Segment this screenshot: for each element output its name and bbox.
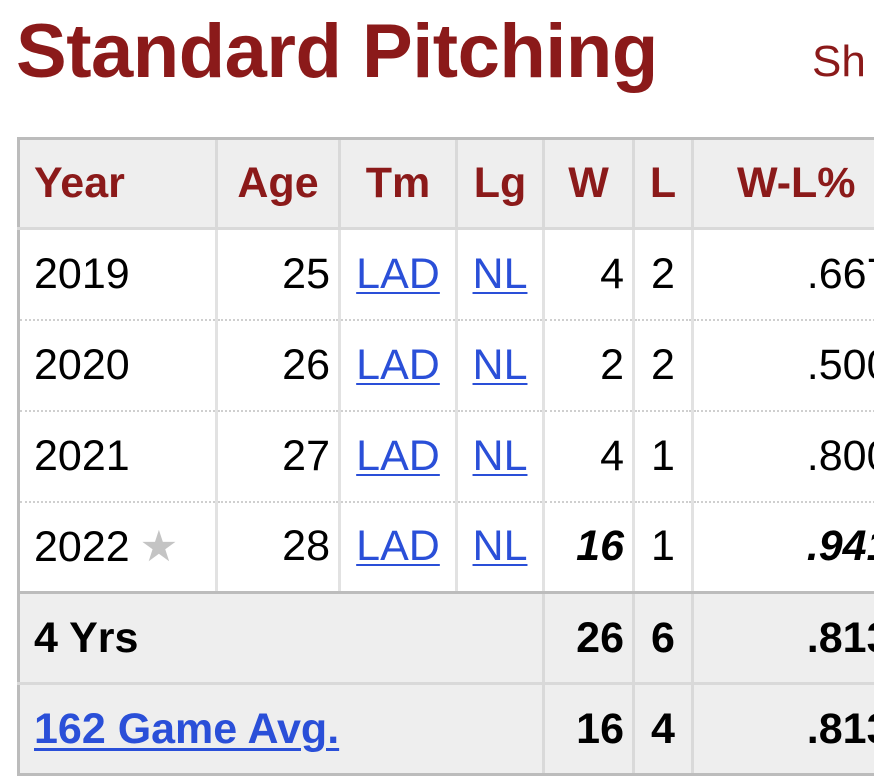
team-link[interactable]: LAD	[356, 249, 440, 298]
league-link[interactable]: NL	[472, 249, 528, 298]
cell-league: NL	[455, 319, 544, 412]
header-row: Year Age Tm Lg W L W-L%	[17, 137, 874, 230]
col-header-win-loss-pct[interactable]: W-L%	[691, 137, 874, 230]
table-row: 2022★ 28 LAD NL 16 1 .941	[17, 501, 874, 594]
col-header-team[interactable]: Tm	[338, 137, 457, 230]
col-header-wins[interactable]: W	[542, 137, 634, 230]
cell-age: 28	[215, 501, 340, 594]
team-link[interactable]: LAD	[356, 431, 440, 480]
standard-pitching-table: Year Age Tm Lg W L W-L% 2019 25 LAD NL 4…	[17, 137, 874, 776]
cell-losses: 2	[632, 228, 693, 321]
league-link[interactable]: NL	[472, 340, 528, 389]
cell-wl-pct-league-leader: .941	[691, 501, 874, 594]
totals-wl-pct: .813	[691, 592, 874, 685]
table-row: 2021 27 LAD NL 4 1 .800	[17, 410, 874, 503]
avg-losses: 4	[632, 683, 693, 776]
cell-team: LAD	[338, 228, 457, 321]
avg-wl-pct: .813	[691, 683, 874, 776]
totals-losses: 6	[632, 592, 693, 685]
team-link[interactable]: LAD	[356, 522, 440, 571]
avg-wins: 16	[542, 683, 634, 776]
cell-wl-pct: .667	[691, 228, 874, 321]
team-link[interactable]: LAD	[356, 340, 440, 389]
table-row: 2019 25 LAD NL 4 2 .667	[17, 228, 874, 321]
162-game-avg-link[interactable]: 162 Game Avg.	[34, 704, 340, 753]
cell-year: 2020	[17, 319, 217, 412]
cell-league: NL	[455, 410, 544, 503]
cell-wins-league-leader: 16	[542, 501, 634, 594]
table-row: 2020 26 LAD NL 2 2 .500	[17, 319, 874, 412]
cell-team: LAD	[338, 501, 457, 594]
all-star-icon: ★	[139, 522, 179, 571]
cell-wins: 4	[542, 410, 634, 503]
cell-year: 2019	[17, 228, 217, 321]
cell-team: LAD	[338, 319, 457, 412]
cell-league: NL	[455, 501, 544, 594]
cell-year: 2022 ★	[17, 501, 217, 594]
cell-age: 26	[215, 319, 340, 412]
cell-league: NL	[455, 228, 544, 321]
cell-losses: 2	[632, 319, 693, 412]
cell-age: 27	[215, 410, 340, 503]
cell-wins: 4	[542, 228, 634, 321]
cell-wl-pct: .800	[691, 410, 874, 503]
avg-label-cell: 162 Game Avg.	[17, 683, 545, 776]
cell-wl-pct: .500	[691, 319, 874, 412]
totals-wins: 26	[542, 592, 634, 685]
col-header-age[interactable]: Age	[215, 137, 340, 230]
col-header-losses[interactable]: L	[632, 137, 693, 230]
section-title: Standard Pitching	[16, 9, 658, 94]
avg-row: 162 Game Avg. 16 4 .813	[17, 683, 874, 776]
cell-year: 2021	[17, 410, 217, 503]
cell-losses: 1	[632, 501, 693, 594]
col-header-year[interactable]: Year	[17, 137, 217, 230]
col-header-league[interactable]: Lg	[455, 137, 544, 230]
cell-age: 25	[215, 228, 340, 321]
cell-wins: 2	[542, 319, 634, 412]
totals-row: 4 Yrs 26 6 .813	[17, 592, 874, 685]
share-export-link[interactable]: Sh	[812, 37, 866, 86]
totals-label: 4 Yrs	[17, 592, 545, 685]
cell-team: LAD	[338, 410, 457, 503]
league-link[interactable]: NL	[472, 431, 528, 480]
year-text: 2022	[34, 522, 130, 571]
cell-losses: 1	[632, 410, 693, 503]
league-link[interactable]: NL	[472, 522, 528, 571]
